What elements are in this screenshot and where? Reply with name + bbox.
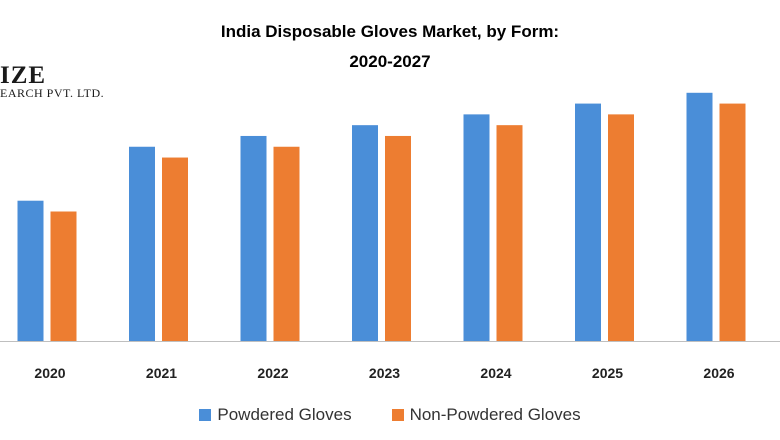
bar-powdered-2023	[352, 125, 378, 342]
legend-swatch-powdered	[199, 409, 212, 421]
bar-non-powdered-2025	[608, 114, 634, 341]
legend-label-powdered: Powdered Gloves	[217, 405, 352, 424]
x-tick-label-2025: 2025	[592, 365, 623, 381]
bar-non-powdered-2022	[273, 146, 300, 341]
bar-chart: 2020 2021 2022 2023 2024 2025 2026	[0, 92, 780, 381]
company-logo-text: IZE	[0, 62, 47, 89]
x-tick-label-2020: 2020	[34, 365, 65, 381]
bar-powdered-2021	[129, 146, 155, 341]
chart-title: India Disposable Gloves Market, by Form:	[220, 22, 560, 41]
legend-label-non-powdered: Non-Powdered Gloves	[409, 405, 581, 424]
bar-non-powdered-2026	[719, 103, 746, 341]
bar-powdered-2024	[463, 114, 490, 341]
bar-powdered-2025	[575, 103, 601, 341]
x-tick-label-2024: 2024	[480, 365, 511, 381]
x-tick-label-2026: 2026	[703, 365, 734, 381]
x-tick-label-2021: 2021	[146, 365, 177, 381]
bar-non-powdered-2021	[162, 157, 188, 341]
x-tick-label-2022: 2022	[257, 365, 288, 381]
bar-powdered-2026	[686, 92, 713, 342]
chart-subtitle: 2020-2027	[349, 52, 431, 71]
legend-item-non-powdered: Non-Powdered Gloves	[391, 405, 581, 425]
x-tick-label-2023: 2023	[369, 365, 400, 381]
chart-legend: Powdered Gloves Non-Powdered Gloves	[0, 405, 780, 425]
legend-swatch-non-powdered	[391, 409, 404, 421]
legend-item-powdered: Powdered Gloves	[199, 405, 352, 425]
bar-non-powdered-2024	[496, 125, 523, 342]
bar-powdered-2020	[17, 200, 44, 341]
bar-non-powdered-2020	[50, 211, 77, 341]
company-logo-subtext: EARCH PVT. LTD.	[0, 86, 105, 100]
bar-non-powdered-2023	[385, 135, 411, 341]
bar-powdered-2022	[240, 135, 267, 341]
